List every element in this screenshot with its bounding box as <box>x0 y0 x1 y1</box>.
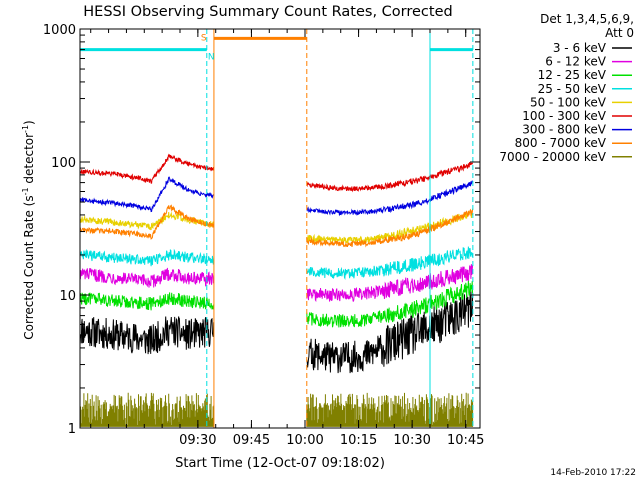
series-trace <box>79 288 474 374</box>
x-axis-label: Start Time (12-Oct-07 09:18:02) <box>175 456 385 471</box>
series-trace <box>79 204 474 248</box>
legend-label: 12 - 25 keV <box>538 68 607 82</box>
legend-label: 300 - 800 keV <box>522 123 606 137</box>
series-trace <box>79 210 473 245</box>
x-tick-label: 09:30 <box>179 433 216 448</box>
x-tick-label: 10:30 <box>393 433 430 448</box>
interval-label: S <box>201 33 207 43</box>
series-trace <box>79 176 474 217</box>
legend-title-detectors: Det 1,3,4,5,6,9, <box>540 12 634 26</box>
x-tick-label: 10:00 <box>286 433 323 448</box>
legend-label: 7000 - 20000 keV <box>499 150 606 164</box>
legend-title-attenuator: Att 0 <box>605 26 634 40</box>
night-marker-label: N <box>208 53 215 63</box>
legend-label: 100 - 300 keV <box>522 109 606 123</box>
x-tick-label: 09:45 <box>233 433 270 448</box>
series-trace <box>79 153 474 193</box>
series-trace <box>79 392 474 427</box>
legend-label: 25 - 50 keV <box>538 82 607 96</box>
legend-label: 800 - 7000 keV <box>515 136 607 150</box>
plot-frame <box>79 28 481 429</box>
y-tick-label: 1000 <box>43 23 76 38</box>
y-tick-label: 10 <box>59 289 76 304</box>
footer-date: 14-Feb-2010 17:22 <box>550 468 636 478</box>
series-trace <box>79 280 474 328</box>
series-trace <box>79 264 474 303</box>
y-axis-label: Corrected Count Rate (s-1 detector-1) <box>21 120 36 339</box>
x-tick-label: 10:45 <box>447 433 484 448</box>
y-tick-label: 1 <box>68 422 76 437</box>
series-trace <box>79 246 474 281</box>
legend-label: 6 - 12 keV <box>545 55 607 69</box>
x-tick-label: 10:15 <box>340 433 377 448</box>
legend-label: 3 - 6 keV <box>553 41 607 55</box>
y-tick-label: 100 <box>51 156 76 171</box>
legend-label: 50 - 100 keV <box>530 95 607 109</box>
chart-title: HESSI Observing Summary Count Rates, Cor… <box>83 4 452 20</box>
